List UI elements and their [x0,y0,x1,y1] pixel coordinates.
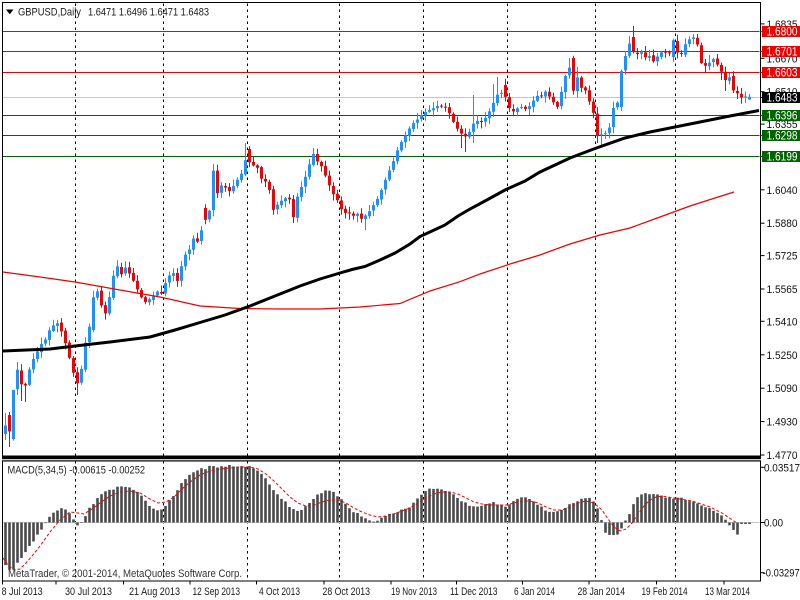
svg-text:1.6298: 1.6298 [767,131,798,143]
svg-text:8 Jul 2013: 8 Jul 2013 [2,586,43,598]
svg-text:1.6701: 1.6701 [767,47,798,59]
svg-text:1.5725: 1.5725 [767,251,798,263]
svg-text:0.00: 0.00 [764,518,783,530]
svg-text:1.6396: 1.6396 [767,111,798,123]
svg-text:12 Sep 2013: 12 Sep 2013 [193,586,241,598]
svg-text:1.5565: 1.5565 [767,284,798,296]
svg-text:1.4930: 1.4930 [767,417,798,429]
svg-text:MACD(5,34,5) -0.00615 -0.00252: MACD(5,34,5) -0.00615 -0.00252 [8,465,146,477]
svg-text:28 Jan 2014: 28 Jan 2014 [578,586,626,598]
svg-text:1.6040: 1.6040 [767,185,798,197]
svg-text:GBPUSD,Daily: GBPUSD,Daily [18,6,81,18]
svg-text:1.6199: 1.6199 [767,152,798,164]
svg-text:21 Aug 2013: 21 Aug 2013 [129,586,180,598]
svg-text:30 Jul 2013: 30 Jul 2013 [65,586,112,598]
svg-text:1.6800: 1.6800 [767,27,798,39]
svg-text:1.5880: 1.5880 [767,218,798,230]
svg-text:11 Dec 2013: 11 Dec 2013 [450,586,498,598]
svg-text:1.6471 1.6496 1.6471 1.6483: 1.6471 1.6496 1.6471 1.6483 [88,6,209,18]
svg-text:-0.03297: -0.03297 [763,568,800,580]
svg-text:1.6355: 1.6355 [767,119,798,131]
svg-text:28 Oct 2013: 28 Oct 2013 [323,586,371,598]
svg-text:1.5090: 1.5090 [767,383,798,395]
svg-text:1.6603: 1.6603 [767,68,798,80]
svg-text:1.4770: 1.4770 [767,450,798,462]
svg-text:19 Feb 2014: 19 Feb 2014 [642,586,688,598]
svg-text:4 Oct 2013: 4 Oct 2013 [259,586,300,598]
svg-text:1.5410: 1.5410 [767,316,798,328]
svg-text:MetaTrader, © 2001-2014, MetaQ: MetaTrader, © 2001-2014, MetaQuotes Soft… [8,568,242,580]
svg-text:13 Mar 2014: 13 Mar 2014 [705,586,750,598]
svg-text:1.5250: 1.5250 [767,350,798,362]
svg-text:6 Jan 2014: 6 Jan 2014 [514,586,555,598]
svg-text:0.03517: 0.03517 [764,462,800,474]
svg-text:19 Nov 2013: 19 Nov 2013 [391,586,437,598]
svg-text:1.6483: 1.6483 [767,93,798,105]
